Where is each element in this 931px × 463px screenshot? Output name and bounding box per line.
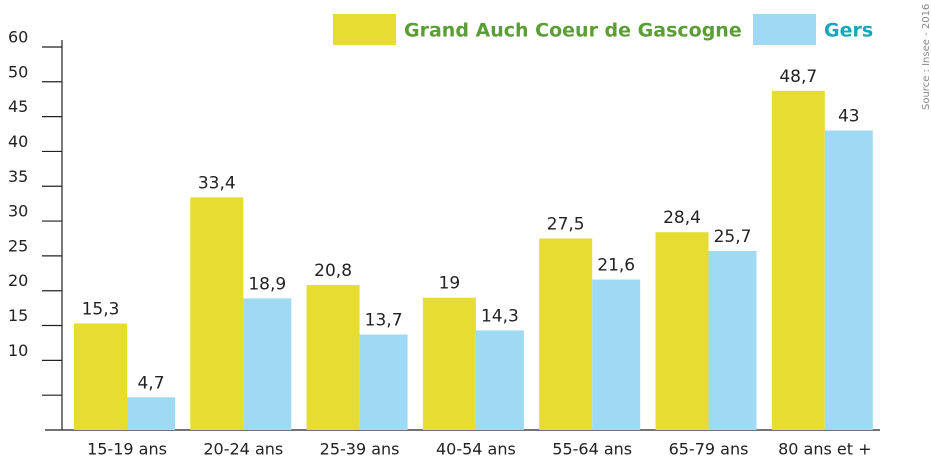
y-tick-label: 15 — [8, 306, 28, 325]
bar — [539, 238, 593, 430]
y-tick-label: 60 — [8, 27, 28, 46]
x-tick-label: 15-19 ans — [87, 440, 167, 459]
x-tick-label: 80 ans et + — [778, 440, 871, 459]
value-label: 18,9 — [248, 274, 286, 294]
x-tick-label: 40-54 ans — [436, 440, 516, 459]
x-tick-label: 20-24 ans — [203, 440, 283, 459]
x-tick-label: 55-64 ans — [552, 440, 632, 459]
y-tick-label: 45 — [8, 97, 28, 116]
legend-swatch — [753, 14, 816, 45]
bar — [306, 285, 360, 430]
bar — [127, 397, 175, 430]
value-label: 43 — [838, 107, 860, 127]
value-label: 28,4 — [663, 208, 701, 228]
bar — [359, 334, 408, 430]
bar — [771, 90, 825, 430]
source: Source : Insee - 2016 — [921, 4, 931, 110]
value-label: 21,6 — [597, 256, 635, 276]
bar — [475, 330, 524, 430]
x-tick-label: 65-79 ans — [669, 440, 749, 459]
bar — [422, 297, 476, 430]
value-label: 14,3 — [481, 306, 519, 326]
bar — [243, 298, 292, 430]
value-label: 20,8 — [314, 261, 352, 281]
y-tick-label: 35 — [8, 167, 28, 186]
value-label: 25,7 — [714, 227, 752, 247]
value-label: 33,4 — [198, 173, 236, 193]
y-tick-label: 30 — [8, 202, 28, 221]
bar — [592, 279, 641, 430]
value-label: 4,7 — [137, 373, 164, 393]
value-label: 48,7 — [779, 67, 817, 87]
bar — [74, 323, 127, 430]
value-label: 15,3 — [82, 299, 120, 319]
value-label: 19 — [439, 274, 461, 294]
y-tick-label: 20 — [8, 271, 28, 290]
legend-label: Gers — [824, 20, 873, 42]
y-tick-label: 40 — [8, 132, 28, 151]
x-tick-label: 25-39 ans — [320, 440, 400, 459]
y-tick-label: 10 — [8, 341, 28, 360]
y-tick-label: 50 — [8, 62, 28, 81]
bar — [824, 130, 873, 431]
bar — [708, 251, 757, 430]
bar — [655, 232, 709, 430]
legend-swatch — [333, 14, 396, 45]
legend-label: Grand Auch Coeur de Gascogne — [404, 20, 742, 42]
value-label: 27,5 — [547, 214, 585, 234]
bar — [190, 197, 244, 430]
value-label: 13,7 — [365, 311, 403, 331]
y-tick-label: 25 — [8, 236, 28, 255]
